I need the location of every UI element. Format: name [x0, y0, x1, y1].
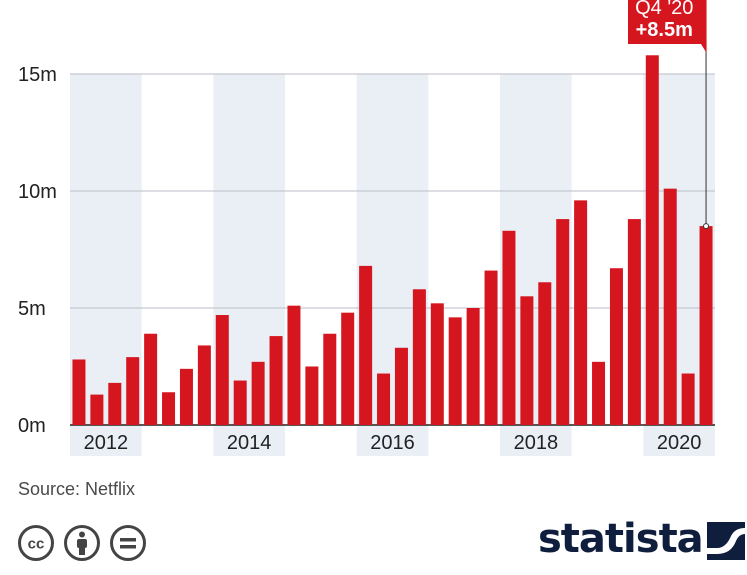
- bar: [430, 303, 444, 425]
- bar: [323, 333, 337, 425]
- bar: [197, 345, 211, 425]
- x-tick-label: 2016: [370, 432, 415, 454]
- bar: [233, 380, 247, 425]
- bar: [609, 268, 623, 425]
- cc-icon[interactable]: cc: [17, 524, 55, 562]
- bar: [90, 394, 104, 425]
- bar: [108, 382, 122, 425]
- annotation-dot: [703, 223, 710, 230]
- statista-logo[interactable]: statista: [538, 515, 745, 563]
- bar: [502, 230, 516, 425]
- y-tick-label: 15m: [18, 64, 57, 86]
- person-icon[interactable]: [63, 524, 101, 562]
- bar: [215, 315, 229, 425]
- y-axis: 0m 5m 10m 15m: [18, 64, 57, 437]
- bar: [287, 305, 301, 425]
- annotation: Q4 '20+8.5m: [628, 0, 710, 230]
- bar: [394, 347, 408, 425]
- bar: [305, 366, 319, 425]
- statista-mark-icon: [706, 522, 745, 560]
- y-tick-label: 0m: [18, 415, 46, 437]
- bar: [126, 357, 140, 425]
- bar: [681, 373, 695, 425]
- x-tick-label: 2020: [657, 432, 702, 454]
- svg-text:cc: cc: [28, 536, 45, 553]
- x-axis: 2012 2014 2016 2018 2020: [84, 432, 702, 454]
- bar: [663, 188, 677, 425]
- bar: [699, 226, 713, 425]
- bar: [162, 392, 176, 425]
- bar: [359, 265, 373, 425]
- y-tick-label: 5m: [18, 298, 46, 320]
- annotation-value: +8.5m: [636, 19, 693, 41]
- bar: [412, 289, 426, 425]
- bar: [592, 361, 606, 425]
- bar-chart: 0m 5m 10m 15m 2012 2014 2016 2018 2020 Q4 '20+8…: [18, 0, 715, 456]
- bar: [72, 359, 86, 425]
- bar: [645, 55, 659, 425]
- y-tick-label: 10m: [18, 181, 57, 203]
- bar: [627, 219, 641, 425]
- equals-icon[interactable]: [109, 524, 147, 562]
- gridlines: [70, 73, 715, 426]
- license-icons: cc: [17, 524, 147, 562]
- source-note: Source: Netflix: [18, 479, 136, 499]
- bar: [179, 368, 193, 425]
- x-tick-label: 2018: [514, 432, 559, 454]
- annotation-label: Q4 '20: [635, 0, 693, 19]
- bar: [377, 373, 391, 425]
- bar: [251, 361, 265, 425]
- bar: [341, 312, 355, 425]
- bar: [484, 270, 498, 425]
- bar: [269, 336, 283, 425]
- annotation-box: [628, 0, 707, 53]
- brand-text: statista: [538, 516, 704, 562]
- bar: [556, 219, 570, 425]
- bar: [574, 200, 588, 425]
- x-tick-label: 2014: [227, 432, 272, 454]
- bar: [538, 282, 552, 425]
- bar: [144, 333, 158, 425]
- bar: [520, 296, 534, 425]
- bar: [466, 308, 480, 425]
- bars: [72, 55, 713, 425]
- bar: [448, 317, 462, 425]
- x-tick-label: 2012: [84, 432, 129, 454]
